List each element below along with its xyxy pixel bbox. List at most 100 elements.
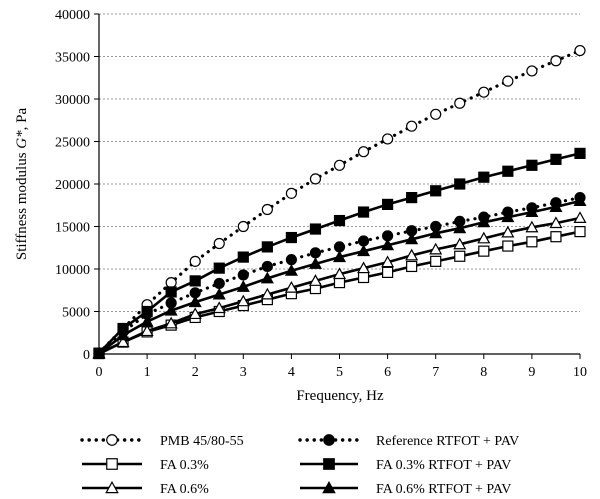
series-line — [97, 196, 582, 355]
data-point-square-open — [106, 458, 118, 470]
data-point-triangle-filled — [164, 303, 178, 316]
data-point-circle-open — [333, 159, 346, 171]
data-point-triangle-open — [549, 216, 563, 229]
data-point-triangle-filled — [477, 215, 491, 228]
series-5 — [92, 194, 587, 359]
data-point-square-open — [454, 250, 466, 262]
y-axis-label-unit: , Pa — [14, 108, 30, 131]
data-point-triangle-filled — [357, 244, 371, 257]
data-point-square-open — [502, 240, 514, 252]
y-axis-label: Stiffness modulus G*, Pa — [14, 108, 30, 261]
y-tick-label: 35000 — [55, 51, 90, 66]
legend: PMB 45/80-55 Reference RTFOT + PAV FA 0.3%… — [80, 434, 519, 497]
data-point-triangle-open — [573, 211, 587, 223]
data-point-circle-filled — [323, 434, 335, 446]
data-point-triangle-filled — [116, 328, 130, 341]
y-tick-label: 40000 — [55, 8, 90, 23]
data-point-square-filled — [550, 153, 562, 165]
data-point-triangle-open — [212, 301, 226, 314]
data-point-triangle-filled — [429, 226, 443, 239]
data-point-square-open — [478, 245, 490, 257]
series-line — [98, 216, 581, 355]
data-point-triangle-filled — [332, 250, 347, 263]
data-point-triangle-filled — [284, 263, 298, 276]
data-point-triangle-open — [236, 294, 250, 307]
x-tick-label: 0 — [96, 365, 103, 380]
data-point-circle-open — [550, 55, 562, 67]
series-line — [97, 49, 582, 355]
data-point-triangle-filled — [236, 280, 250, 292]
legend-label: PMB 45/80-55 — [160, 434, 244, 449]
x-tick-label: 5 — [336, 365, 343, 380]
legend-item: FA 0.3% RTFOT + PAV — [300, 458, 511, 473]
data-point-triangle-open — [308, 274, 322, 286]
data-point-square-open — [382, 266, 394, 278]
data-point-square-filled — [165, 286, 177, 298]
legend-label: FA 0.6% RTFOT + PAV — [376, 482, 511, 497]
data-point-circle-open — [261, 203, 273, 216]
data-point-circle-open — [502, 75, 514, 87]
legend-label: FA 0.6% — [160, 482, 209, 497]
data-point-square-open — [550, 231, 562, 243]
data-point-circle-open — [285, 187, 297, 199]
legend-item: PMB 45/80-55 — [80, 434, 244, 449]
data-point-triangle-open — [477, 231, 491, 244]
data-point-circle-open — [106, 434, 118, 446]
x-tick-label: 3 — [240, 365, 247, 380]
data-point-circle-open — [165, 277, 177, 289]
data-point-square-filled — [478, 171, 490, 183]
data-point-square-filled — [357, 206, 370, 218]
x-tick-labels: 0 1 2 3 4 5 6 7 8 9 10 — [96, 354, 587, 380]
data-point-square-filled — [526, 159, 538, 171]
x-tick-label: 6 — [384, 365, 391, 380]
data-point-triangle-open — [284, 280, 298, 293]
data-point-triangle-open — [105, 480, 119, 494]
y-axis-label-variable: G* — [14, 130, 30, 149]
data-point-triangle-filled — [405, 232, 419, 245]
legend-item: FA 0.6% RTFOT + PAV — [300, 480, 511, 497]
data-point-circle-filled — [285, 254, 297, 266]
data-point-triangle-filled — [140, 314, 154, 327]
data-point-triangle-filled — [573, 194, 587, 206]
data-point-circle-open — [478, 86, 490, 98]
data-point-triangle-open — [164, 316, 178, 329]
y-tick-label: 25000 — [55, 136, 90, 151]
x-tick-label: 4 — [288, 365, 295, 380]
data-point-triangle-open — [140, 324, 154, 337]
data-point-circle-open — [430, 108, 442, 120]
data-point-triangle-filled — [92, 346, 106, 359]
data-point-square-filled — [237, 251, 249, 263]
data-point-triangle-filled — [308, 257, 322, 269]
data-point-square-open — [574, 226, 586, 238]
data-point-triangle-open — [381, 255, 395, 268]
data-point-square-filled — [285, 231, 297, 244]
data-point-triangle-filled — [188, 295, 202, 308]
data-point-triangle-open — [188, 307, 202, 320]
legend-label: Reference RTFOT + PAV — [376, 434, 519, 449]
data-point-square-filled — [382, 198, 394, 210]
data-point-square-filled — [574, 147, 586, 159]
data-point-triangle-open — [453, 237, 467, 250]
series-line — [98, 152, 581, 355]
data-point-triangle-filled — [322, 480, 336, 494]
y-tick-label: 5000 — [62, 306, 90, 321]
legend-item: Reference RTFOT + PAV — [298, 434, 519, 449]
data-point-square-filled — [333, 214, 346, 227]
data-point-triangle-open — [260, 287, 274, 300]
data-point-circle-filled — [309, 247, 322, 259]
data-point-circle-open — [526, 65, 538, 77]
data-point-circle-filled — [213, 277, 225, 290]
data-point-circle-open — [382, 133, 394, 145]
data-point-square-filled — [406, 192, 418, 204]
data-point-triangle-open — [405, 248, 419, 261]
y-tick-label: 20000 — [55, 178, 90, 193]
y-tick-label: 15000 — [55, 221, 90, 236]
x-tick-label: 7 — [432, 365, 439, 380]
y-axis-label-main: Stiffness modulus — [14, 149, 30, 260]
x-axis-label: Frequency, Hz — [296, 388, 384, 404]
legend-item: FA 0.3% — [82, 458, 209, 473]
data-point-circle-open — [454, 97, 466, 109]
data-point-circle-open — [189, 255, 201, 267]
gridlines — [99, 13, 580, 312]
